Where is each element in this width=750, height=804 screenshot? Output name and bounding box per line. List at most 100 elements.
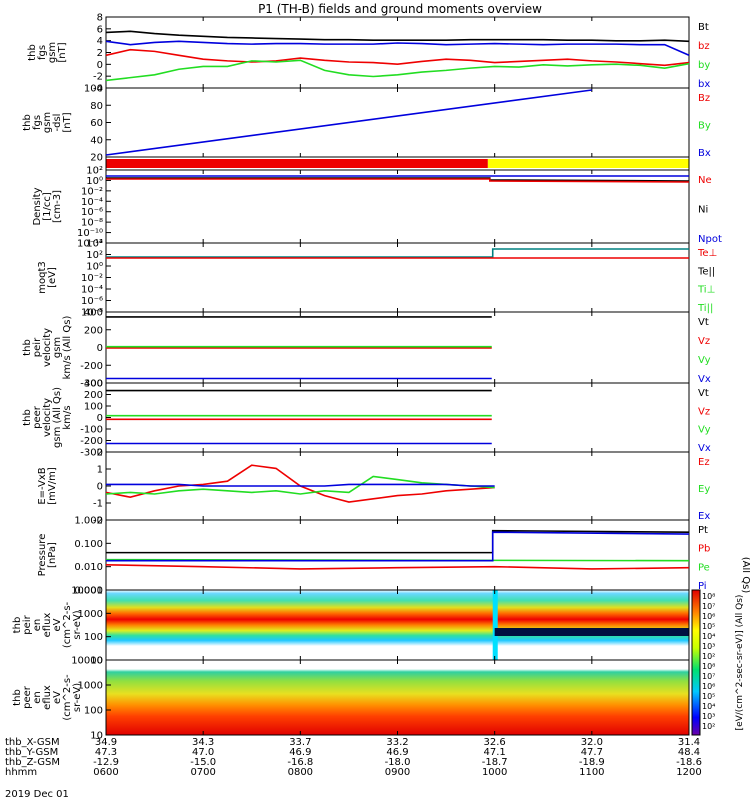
legend-Pi: Pi (698, 581, 707, 592)
y-axis-label: sr-eV) (72, 610, 83, 639)
legend-Te⊥: Te⊥ (697, 248, 717, 259)
y-tick-label: 20 (90, 153, 103, 164)
ephem-value: 33.2 (386, 737, 408, 748)
series-line-bz (105, 48, 690, 67)
panel-frame (105, 87, 690, 158)
y-tick-label: 1000 (78, 681, 103, 692)
series-line-Ex (106, 483, 495, 487)
y-axis-label: peir (32, 337, 43, 357)
series-line-Bx (105, 89, 592, 156)
y-tick-label: 10⁰ (86, 262, 103, 273)
legend-Te||: Te|| (697, 266, 715, 277)
y-axis-label: sr-eV) (72, 683, 83, 712)
legend-Bx: Bx (698, 148, 711, 159)
y-tick-label: 0.001 (74, 586, 103, 597)
y-tick-label: 100 (84, 632, 103, 643)
ephem-value: 31.4 (678, 737, 700, 748)
y-tick-label: 1 (97, 465, 103, 476)
colorbar-tick: 10⁵ (702, 692, 715, 701)
ephem-value: 1000 (482, 767, 507, 778)
panel-frame (105, 242, 690, 313)
y-tick-label: 10000 (71, 656, 103, 667)
page-title: P1 (TH-B) fields and ground moments over… (258, 2, 542, 16)
ephem-value: -12.9 (93, 757, 119, 768)
colorbar-label: [eV/(cm^2-sec-sr-eV)] (All Qs) (735, 595, 745, 731)
legend-Vx: Vx (698, 443, 711, 454)
y-tick-label: 0.100 (74, 539, 103, 550)
y-tick-label: 10 (90, 731, 103, 742)
y-tick-label: 100 (84, 84, 103, 95)
ephem-row-label: thb_Z-GSM (5, 757, 60, 768)
y-axis-label: E=-VxB (37, 467, 48, 504)
y-axis-label: thb (27, 44, 38, 61)
y-axis-label: [1/cc] (42, 192, 53, 221)
y-tick-label: 10⁻¹² (77, 239, 103, 250)
y-axis-label: Pressure (37, 534, 48, 577)
spectrogram-image (106, 590, 689, 660)
ephem-value: 0700 (190, 767, 215, 778)
colorbar-tick: 10³ (702, 712, 715, 721)
y-axis-label: [mV/m] (47, 467, 58, 505)
ephem-value: 0800 (288, 767, 313, 778)
y-axis-label: thb (12, 617, 23, 634)
y-axis-label: km/s (All Qs) (62, 316, 73, 380)
y-tick-label: 10⁻⁸ (81, 218, 103, 229)
series-line-by (105, 59, 690, 82)
y-tick-label: -400 (80, 379, 103, 390)
y-axis-label: Density (32, 187, 43, 225)
legend-Ex: Ex (698, 511, 710, 522)
legend-Pt: Pt (698, 525, 708, 536)
ephem-value: -15.0 (190, 757, 216, 768)
y-tick-label: 60 (90, 118, 103, 129)
legend-Ni: Ni (698, 205, 708, 216)
legend-By: By (698, 121, 711, 132)
legend-Npot: Npot (698, 234, 722, 245)
y-tick-label: 4 (97, 36, 103, 47)
colorbar-tick: 10² (702, 722, 715, 731)
colorbar-tick: 10⁸ (702, 592, 715, 601)
y-axis-label: fgs (32, 115, 43, 130)
legend-Ez: Ez (698, 457, 710, 468)
y-axis-label: peer (32, 405, 43, 429)
y-axis-label: eflux (42, 685, 53, 710)
colorbar-tick: 10⁴ (702, 632, 715, 641)
y-tick-label: 8 (97, 13, 103, 24)
y-tick-label: 10² (86, 166, 103, 177)
y-tick-label: 10000 (71, 586, 103, 597)
y-tick-label: 200 (84, 325, 103, 336)
y-tick-label: 300 (84, 379, 103, 390)
y-tick-label: 10⁻⁶ (81, 207, 103, 218)
y-tick-label: 40 (90, 135, 103, 146)
y-axis-label: peer (22, 685, 33, 709)
y-axis-label: gsm (42, 112, 53, 133)
colorbar-tick: 10⁶ (702, 682, 715, 691)
series-line-Pb (105, 564, 690, 570)
y-axis-label: thb (12, 689, 23, 706)
y-axis-label: eV (52, 618, 63, 631)
y-tick-label: 10 (90, 656, 103, 667)
colorbar-tick: 10² (702, 652, 715, 661)
ephem-value: 46.9 (386, 747, 408, 758)
y-axis-label: fgs (37, 45, 48, 60)
ephem-row-label: thb_X-GSM (5, 737, 60, 748)
legend-Bz: Bz (698, 93, 710, 104)
y-tick-label: 10⁰ (86, 176, 103, 187)
y-tick-label: 0 (97, 60, 103, 71)
y-axis-label: en (32, 619, 43, 632)
panel-frame (105, 16, 690, 89)
y-tick-label: 80 (90, 101, 103, 112)
legend-Vx: Vx (698, 374, 711, 385)
y-tick-label: 10⁻¹⁰ (77, 228, 103, 239)
spectrogram-band (494, 628, 689, 636)
y-tick-label: -4 (93, 84, 103, 95)
y-tick-label: -200 (80, 361, 103, 372)
colorbar-tick: 10⁷ (702, 672, 715, 681)
y-tick-label: 6 (97, 24, 103, 35)
y-axis-label: [nPa] (47, 542, 58, 568)
y-tick-label: 2 (97, 48, 103, 59)
y-axis-label: gsm (All Qs) (52, 387, 63, 448)
y-tick-label: -1 (93, 499, 103, 510)
ephem-value: -18.6 (676, 757, 702, 768)
y-axis-label: thb (22, 409, 33, 426)
